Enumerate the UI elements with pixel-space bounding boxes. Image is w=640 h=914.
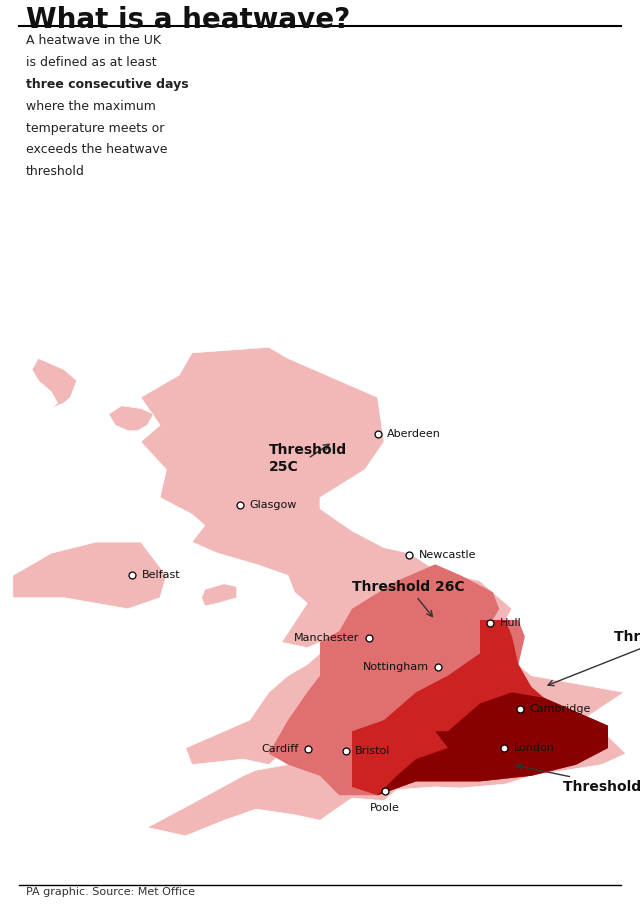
Text: Threshold 26C: Threshold 26C [352,579,465,617]
Text: Hull: Hull [500,618,522,628]
Text: exceeds the heatwave: exceeds the heatwave [26,143,167,156]
Text: PA graphic. Source: Met Office: PA graphic. Source: Met Office [26,887,195,897]
Text: three consecutive days: three consecutive days [26,78,188,90]
Text: Newcastle: Newcastle [419,550,476,560]
Text: Poole: Poole [371,803,400,813]
Polygon shape [13,542,166,609]
Polygon shape [352,620,608,795]
Text: Belfast: Belfast [142,570,180,580]
Text: Glasgow: Glasgow [250,500,297,510]
Text: Threshold
25C: Threshold 25C [269,443,347,473]
Text: Cardiff: Cardiff [262,744,299,754]
Text: Nottingham: Nottingham [363,663,429,673]
Text: threshold: threshold [26,165,84,178]
Text: temperature meets or: temperature meets or [26,122,164,134]
Text: London: London [514,743,555,753]
Polygon shape [109,406,154,430]
Text: Aberdeen: Aberdeen [387,429,441,439]
Text: Cambridge: Cambridge [529,704,591,714]
Text: Threshold 28C: Threshold 28C [516,764,640,794]
Text: Manchester: Manchester [294,632,359,643]
Text: A heatwave in the UK: A heatwave in the UK [26,34,161,47]
Polygon shape [32,358,77,409]
Polygon shape [269,564,608,795]
Text: Threshold 27C: Threshold 27C [548,630,640,686]
Polygon shape [141,347,626,836]
Polygon shape [202,584,237,606]
Text: Bristol: Bristol [355,746,390,756]
Text: where the maximum: where the maximum [26,100,156,112]
Text: What is a heatwave?: What is a heatwave? [26,6,350,35]
Polygon shape [378,692,608,795]
Text: is defined as at least: is defined as at least [26,56,156,69]
